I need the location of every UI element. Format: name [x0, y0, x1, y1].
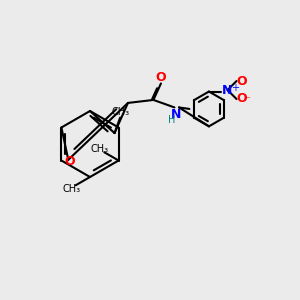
Text: N: N [171, 108, 181, 122]
Text: CH₃: CH₃ [91, 144, 109, 154]
Text: CH₃: CH₃ [111, 107, 129, 117]
Text: CH₃: CH₃ [62, 184, 80, 194]
Text: O: O [64, 155, 75, 168]
Text: O: O [237, 74, 247, 88]
Text: H: H [168, 115, 176, 125]
Text: O: O [156, 71, 166, 84]
Text: N: N [222, 83, 233, 97]
Text: +: + [231, 82, 239, 93]
Text: O: O [237, 92, 247, 105]
Text: ⁻: ⁻ [245, 95, 250, 106]
